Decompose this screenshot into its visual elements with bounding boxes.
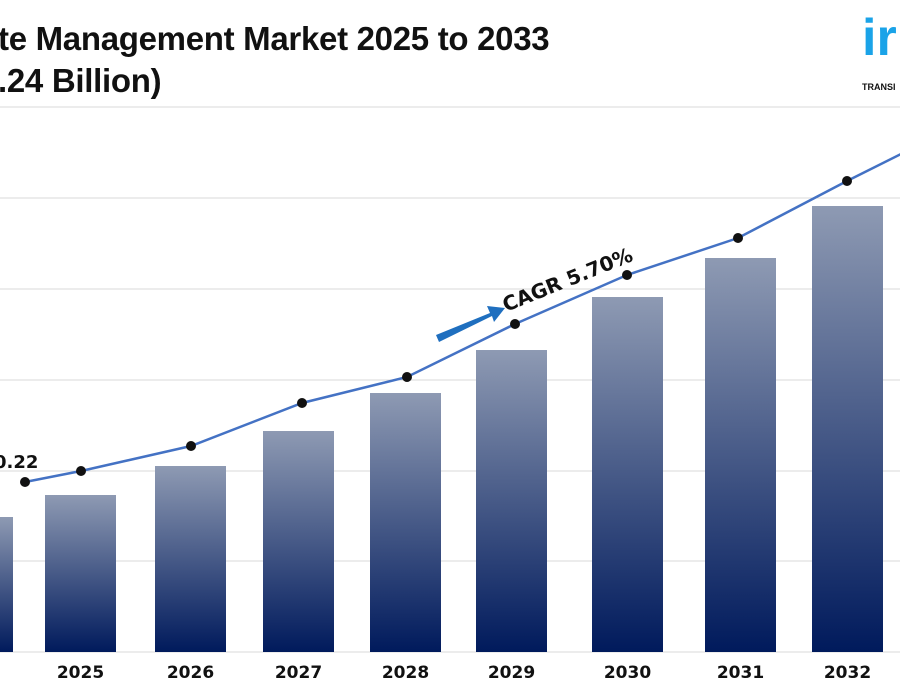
x-tick-label: 2028 [382, 663, 429, 683]
bar-2032 [812, 206, 883, 652]
x-tick-label: 2025 [57, 663, 104, 683]
trend-line [24, 153, 900, 484]
cagr-arrow-icon [436, 306, 505, 342]
chart-title: te Management Market 2025 to 2033 .24 Bi… [0, 18, 550, 102]
bar-2026 [155, 466, 226, 652]
trend-point [842, 176, 852, 186]
first-value-label: 0.22 [0, 452, 38, 473]
trend-point [402, 372, 412, 382]
x-tick-label: 2031 [717, 663, 764, 683]
title-line-2: .24 Billion) [0, 62, 162, 99]
bar-2031 [705, 258, 776, 652]
x-tick-label: 2030 [604, 663, 651, 683]
logo-mark: ir [862, 9, 897, 67]
bar-2028 [370, 393, 441, 652]
title-line-1: te Management Market 2025 to 2033 [0, 20, 550, 57]
bar-2025 [45, 495, 116, 652]
bar-2029 [476, 350, 547, 652]
logo-text: TRANSI [862, 82, 896, 92]
trend-point [622, 270, 632, 280]
trend-point [297, 398, 307, 408]
trend-point [76, 466, 86, 476]
bar-2030 [592, 297, 663, 652]
trend-point [510, 319, 520, 329]
bar-partial [0, 517, 13, 652]
x-tick-label: 2027 [275, 663, 322, 683]
x-tick-label: 2032 [824, 663, 871, 683]
trend-point [20, 477, 30, 487]
company-logo: ir TRANSI [862, 8, 897, 92]
trend-point [186, 441, 196, 451]
bar-2027 [263, 431, 334, 652]
x-tick-label: 2029 [488, 663, 535, 683]
trend-point [733, 233, 743, 243]
x-tick-label: 2026 [167, 663, 214, 683]
